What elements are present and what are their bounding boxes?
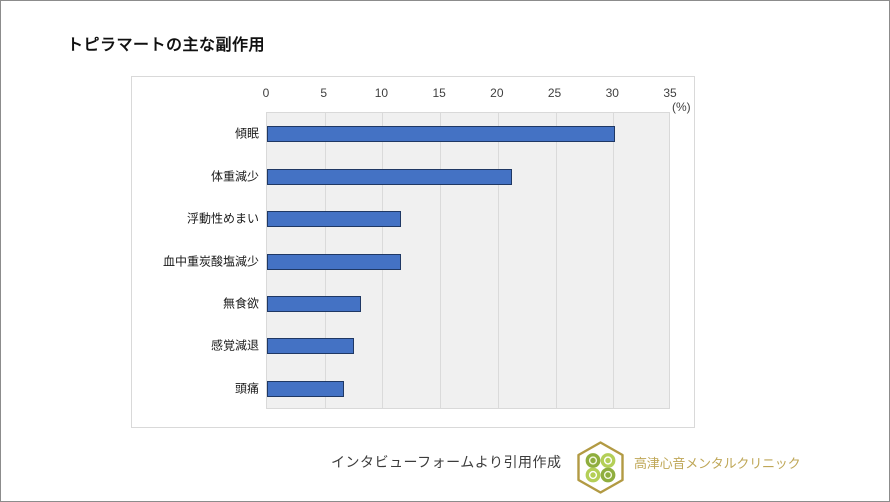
footer-source-text: インタビューフォームより引用作成 [331, 454, 562, 470]
chart-panel: 0 5 10 15 20 25 30 35 (%) 傾眠体重減少浮動性めまい血中重炭酸塩減少無… [131, 76, 695, 428]
category-label: 感覚減退 [210, 338, 259, 353]
x-axis-tick-label: 0 [262, 86, 270, 100]
chart-title: トピラマートの主な副作用 [67, 37, 266, 54]
x-axis-tick-label: 15 [432, 86, 446, 100]
gridline [613, 113, 615, 408]
category-label: 無食欲 [222, 296, 259, 311]
x-axis-tick-label: 30 [605, 86, 619, 100]
gridline [440, 113, 442, 408]
x-axis-tick-label: 5 [320, 86, 328, 100]
bar-1 [267, 126, 616, 143]
x-axis-tick-label: 35 [663, 86, 677, 100]
footer-clinic-name: 高津心音メンタルクリニック [634, 456, 801, 471]
x-axis-tick-label: 20 [490, 86, 504, 100]
gridline [497, 113, 499, 408]
category-label: 傾眠 [234, 126, 259, 141]
category-label: 血中重炭酸塩減少 [162, 254, 259, 268]
clover-hexagon-logo-icon [576, 441, 625, 494]
bar-3 [267, 211, 402, 228]
x-axis-tick-label: 25 [547, 86, 562, 100]
axis-unit-label: (%) [672, 100, 691, 114]
bar-6 [267, 338, 355, 355]
gridline [555, 113, 557, 408]
bar-4 [267, 253, 402, 270]
bar-7 [267, 380, 344, 397]
category-label: 頭痛 [234, 381, 259, 396]
plot-area [266, 112, 670, 409]
category-label: 浮動性めまい [186, 211, 259, 226]
category-label: 体重減少 [210, 169, 259, 184]
x-axis-tick-label: 10 [374, 86, 389, 100]
bar-2 [267, 168, 512, 185]
bar-5 [267, 295, 362, 312]
